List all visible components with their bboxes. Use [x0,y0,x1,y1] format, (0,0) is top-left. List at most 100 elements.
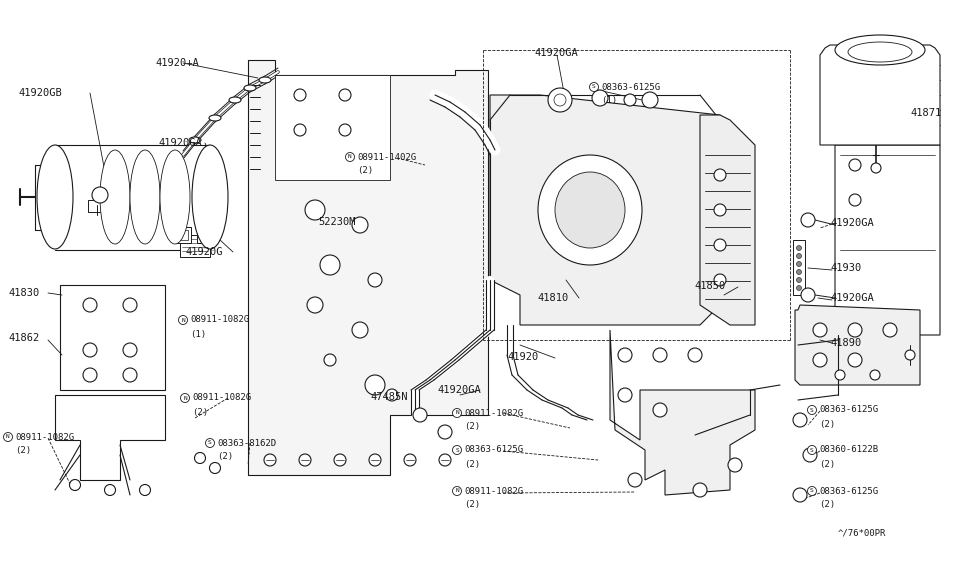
Circle shape [369,454,381,466]
Polygon shape [275,75,390,180]
Text: 41810: 41810 [537,293,568,303]
Text: 08911-1402G: 08911-1402G [357,152,416,161]
Circle shape [797,269,801,275]
Text: (2): (2) [464,500,480,509]
Text: S: S [592,84,596,89]
Circle shape [334,454,346,466]
Circle shape [324,354,336,366]
Text: (2): (2) [464,460,480,469]
Circle shape [688,348,702,362]
Text: 41850: 41850 [694,281,725,291]
Text: 08363-8162D: 08363-8162D [217,439,276,448]
Polygon shape [700,115,755,325]
Polygon shape [55,395,165,480]
Text: S: S [810,408,814,413]
Bar [793,240,805,295]
Circle shape [714,239,726,251]
Circle shape [807,487,816,495]
Text: 41920GA: 41920GA [830,293,874,303]
Text: 08363-6125G: 08363-6125G [819,487,878,495]
Circle shape [123,343,137,357]
Circle shape [835,370,845,380]
Text: 47485N: 47485N [370,392,408,402]
Circle shape [404,454,416,466]
Circle shape [848,353,862,367]
Circle shape [807,445,816,454]
Ellipse shape [848,42,912,62]
Text: 41930: 41930 [830,263,861,273]
Circle shape [548,88,572,112]
Circle shape [871,163,881,173]
Circle shape [905,350,915,360]
Circle shape [368,273,382,287]
Text: (2): (2) [15,447,31,456]
Circle shape [618,388,632,402]
Circle shape [180,393,189,402]
Text: 41920: 41920 [507,352,538,362]
Circle shape [178,315,187,324]
Circle shape [83,368,97,382]
Circle shape [554,94,566,106]
Circle shape [83,298,97,312]
Circle shape [793,488,807,502]
Circle shape [883,323,897,337]
Circle shape [123,368,137,382]
Circle shape [797,277,801,282]
Text: 08360-6122B: 08360-6122B [819,445,878,454]
Polygon shape [248,60,488,475]
Text: 41920GA: 41920GA [158,138,202,148]
Circle shape [452,445,461,454]
Text: (2): (2) [192,408,208,417]
Text: (2): (2) [357,166,373,175]
Circle shape [870,370,880,380]
Text: N: N [455,410,459,415]
Circle shape [438,425,452,439]
Polygon shape [610,330,755,495]
Text: 41920GA: 41920GA [437,385,481,395]
Circle shape [714,274,726,286]
Text: 41920G: 41920G [185,247,222,257]
Circle shape [92,187,108,203]
Circle shape [642,92,658,108]
Circle shape [194,452,206,464]
Circle shape [813,353,827,367]
Circle shape [365,375,385,395]
Text: S: S [208,440,212,445]
Text: 41920+A: 41920+A [155,58,199,68]
Ellipse shape [130,150,160,244]
Circle shape [848,323,862,337]
Circle shape [801,288,815,302]
Circle shape [294,89,306,101]
Polygon shape [795,305,920,385]
Circle shape [807,405,816,414]
Circle shape [728,458,742,472]
Text: 41830: 41830 [8,288,39,298]
Polygon shape [820,45,940,145]
Ellipse shape [37,145,73,249]
Text: 41920GA: 41920GA [534,48,578,58]
Polygon shape [835,145,940,335]
Circle shape [592,90,608,106]
Circle shape [339,89,351,101]
Ellipse shape [259,77,271,83]
Circle shape [849,194,861,206]
Ellipse shape [192,145,228,249]
Circle shape [69,479,81,491]
Ellipse shape [209,115,221,121]
Circle shape [653,403,667,417]
Text: (2): (2) [464,422,480,431]
Bar [178,230,188,240]
Circle shape [345,152,355,161]
Circle shape [653,348,667,362]
Bar [197,227,213,243]
Ellipse shape [189,137,201,143]
Circle shape [264,454,276,466]
Text: 41862: 41862 [8,333,39,343]
Circle shape [452,487,461,495]
Circle shape [813,323,827,337]
Text: N: N [6,435,10,440]
Circle shape [693,483,707,497]
Circle shape [83,343,97,357]
Text: N: N [455,488,459,494]
Text: 08911-1082G: 08911-1082G [464,409,524,418]
